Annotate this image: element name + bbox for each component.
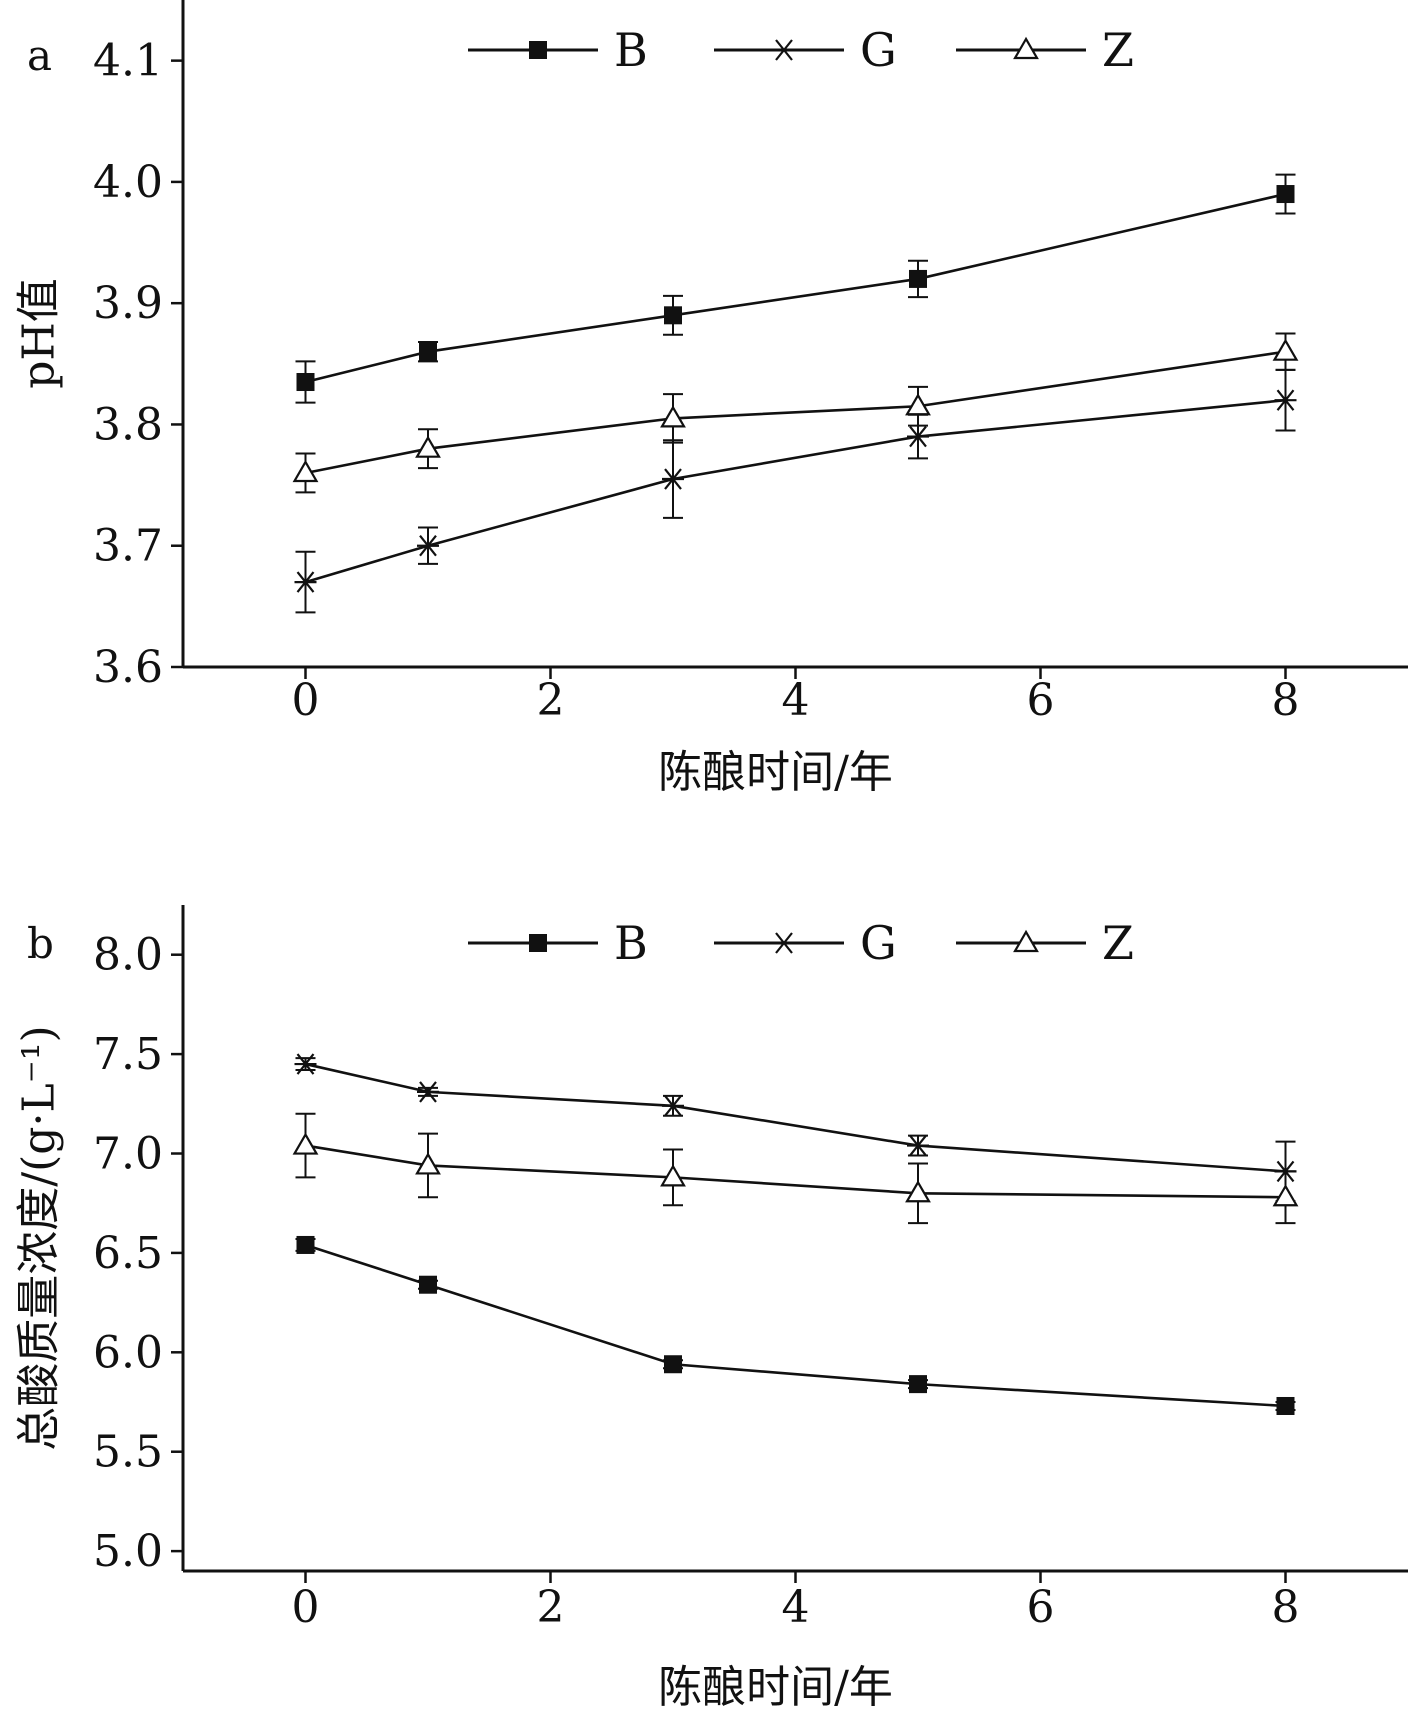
data-point — [294, 571, 317, 593]
y-axis-title: 总酸质量浓度/(g·L⁻¹) — [14, 1025, 65, 1450]
legend-item-Z: Z — [956, 23, 1134, 77]
data-point — [907, 1134, 929, 1157]
data-point — [664, 1355, 682, 1374]
series-B — [295, 173, 1296, 404]
y-tick-label: 6.5 — [93, 1228, 163, 1279]
x-tick-label: 4 — [782, 675, 810, 726]
data-point — [907, 425, 929, 448]
chart-panel-a: 3.6 3.7 3.8 3.9 4.0 4.1 0 2 4 6 8 陈酿时间/年 pH值 a B G Z — [14, 0, 1408, 798]
series-G — [294, 368, 1297, 614]
data-point — [662, 468, 684, 490]
panel-label: a — [27, 31, 52, 80]
legend-label: Z — [1102, 916, 1134, 970]
y-tick-label: 6.0 — [93, 1327, 163, 1378]
data-point — [662, 1095, 684, 1117]
series-line — [305, 192, 1286, 384]
data-point — [1276, 185, 1295, 204]
data-point — [909, 1375, 927, 1394]
y-tick-label: 8.0 — [93, 930, 163, 981]
y-tick-label: 7.0 — [93, 1129, 163, 1180]
legend-item-B: B — [468, 916, 648, 970]
y-tick-label: 5.0 — [93, 1526, 163, 1577]
series-line — [305, 1243, 1286, 1408]
x-tick-label: 2 — [537, 1582, 565, 1633]
x-tick-label: 8 — [1272, 675, 1300, 726]
y-tick-label: 4.1 — [93, 36, 163, 87]
y-tick-label: 3.6 — [93, 642, 163, 693]
data-point — [294, 1053, 317, 1075]
legend-marker — [529, 934, 547, 952]
data-point — [415, 1152, 441, 1175]
data-point — [905, 393, 931, 416]
legend-item-Z: Z — [956, 916, 1134, 970]
data-point — [419, 1275, 437, 1294]
series-line — [305, 398, 1286, 584]
legend-label: B — [614, 916, 648, 970]
legend-label: G — [860, 23, 897, 77]
y-tick-label: 3.9 — [93, 278, 163, 329]
legend-label: B — [614, 23, 648, 77]
x-tick-label: 0 — [292, 1582, 320, 1633]
series-line — [305, 1062, 1286, 1173]
panel-label: b — [27, 919, 54, 968]
legend-marker — [529, 41, 547, 59]
series-Z — [292, 332, 1299, 494]
chart-panel-b: 5.0 5.5 6.0 6.5 7.0 7.5 8.0 0 2 4 6 8 陈酿时间/年 总酸质量浓度/(… — [14, 905, 1408, 1713]
data-point — [292, 1132, 319, 1155]
data-point — [1274, 389, 1297, 411]
y-tick-label: 5.5 — [93, 1427, 163, 1478]
legend-item-G: G — [714, 23, 897, 77]
legend-item-B: B — [468, 23, 648, 77]
x-tick-label: 6 — [1027, 675, 1055, 726]
legend-marker — [773, 932, 795, 954]
data-point — [415, 435, 441, 458]
x-tick-label: 2 — [537, 675, 565, 726]
legend-marker — [773, 39, 795, 61]
series-line — [305, 1144, 1286, 1199]
data-point — [292, 459, 319, 483]
x-tick-label: 0 — [292, 675, 320, 726]
data-point — [296, 1235, 315, 1254]
data-point — [1272, 338, 1299, 361]
data-point — [664, 306, 682, 325]
series-Z — [292, 1112, 1299, 1225]
y-tick-label: 3.8 — [93, 399, 163, 450]
legend-marker — [1013, 929, 1039, 953]
data-point — [1272, 1184, 1299, 1207]
legend-item-G: G — [714, 916, 897, 970]
data-point — [660, 405, 686, 428]
data-point — [419, 342, 437, 361]
series-G — [294, 1053, 1297, 1203]
x-tick-label: 4 — [782, 1582, 810, 1633]
legend-label: Z — [1102, 23, 1134, 77]
data-point — [417, 1081, 439, 1103]
x-axis-title: 陈酿时间/年 — [658, 747, 893, 798]
data-point — [660, 1164, 686, 1187]
data-point — [417, 535, 439, 557]
y-tick-label: 7.5 — [93, 1029, 163, 1080]
y-axis-title: pH值 — [14, 278, 65, 389]
legend-marker — [1013, 36, 1039, 60]
y-tick-label: 4.0 — [93, 157, 163, 208]
data-point — [1276, 1396, 1295, 1415]
data-point — [905, 1180, 931, 1203]
x-axis-title: 陈酿时间/年 — [658, 1662, 893, 1713]
x-tick-label: 6 — [1027, 1582, 1055, 1633]
legend-label: G — [860, 916, 897, 970]
data-point — [296, 373, 315, 392]
series-B — [295, 1235, 1296, 1415]
x-tick-label: 8 — [1272, 1582, 1300, 1633]
y-tick-label: 3.7 — [93, 521, 163, 572]
series-line — [305, 350, 1286, 475]
data-point — [909, 269, 927, 288]
